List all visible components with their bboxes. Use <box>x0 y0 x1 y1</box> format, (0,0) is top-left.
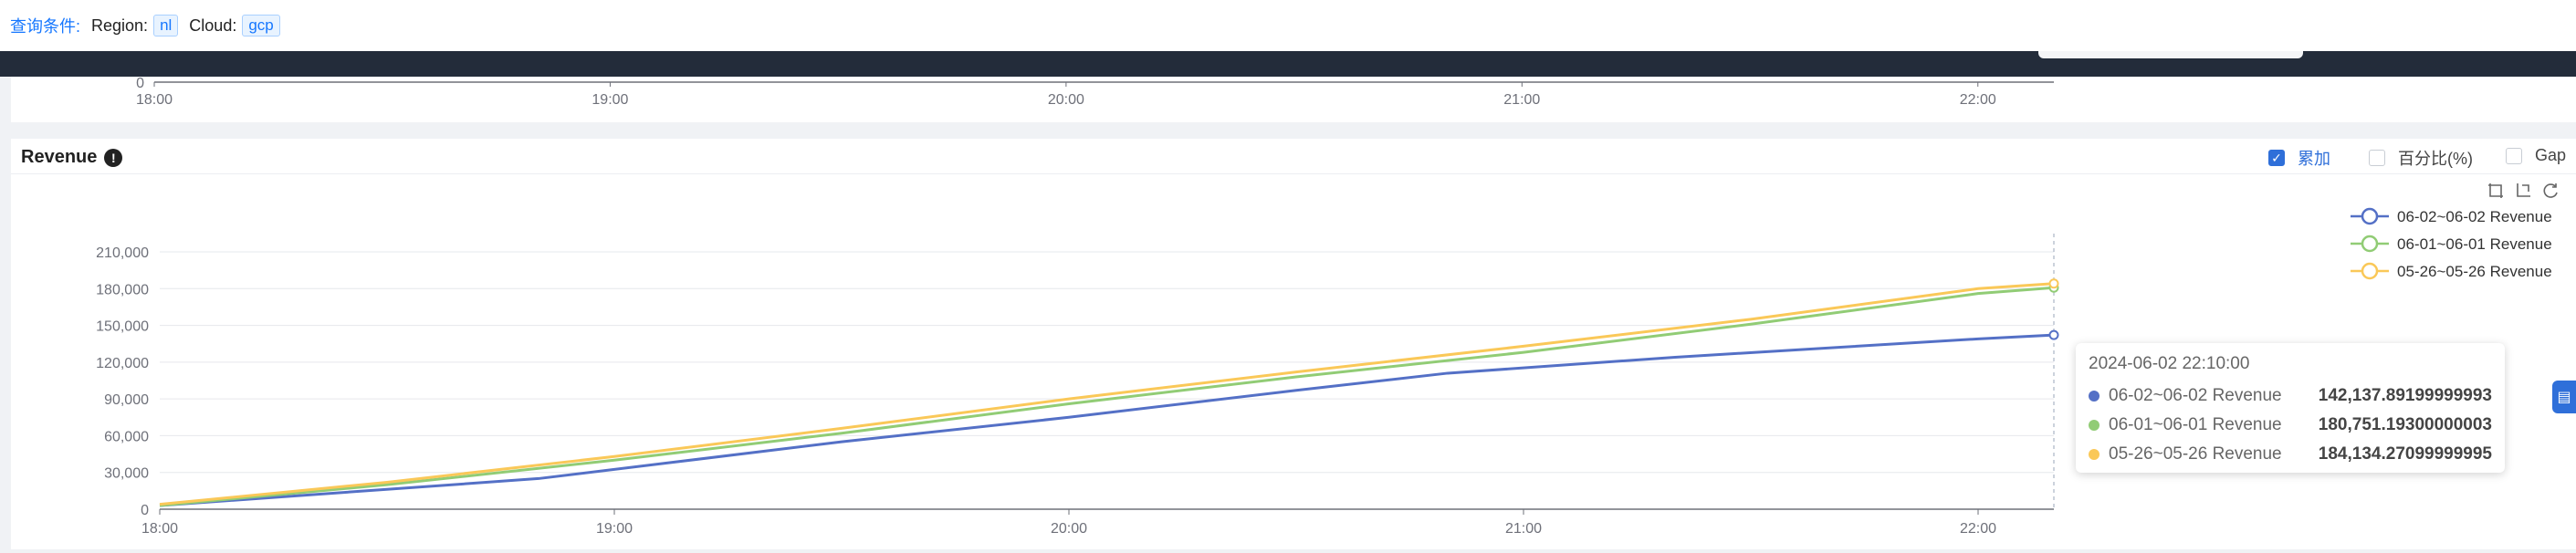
y-tick-label: 120,000 <box>96 356 149 371</box>
option-gap[interactable]: Gap <box>2506 146 2566 165</box>
tooltip-series-name: 05-26~05-26 Revenue <box>2109 444 2282 464</box>
panel-divider <box>11 173 2576 174</box>
tooltip-row: 06-01~06-01 Revenue 180,751.19300000003 <box>2089 411 2492 440</box>
option-gap-label: Gap <box>2535 146 2567 164</box>
option-percent[interactable]: 百分比(%) <box>2369 146 2473 170</box>
checkbox-percent[interactable] <box>2369 150 2385 166</box>
legend-label: 05-26~05-26 Revenue <box>2397 263 2552 280</box>
zoom-reset-icon[interactable] <box>2513 181 2533 206</box>
y-tick-label: 0 <box>141 503 149 518</box>
region-filter-tag[interactable]: nl <box>153 15 179 37</box>
restore-icon[interactable] <box>2540 181 2560 206</box>
y-tick-label: 210,000 <box>96 245 149 261</box>
tooltip-series-name: 06-01~06-01 Revenue <box>2109 415 2282 434</box>
upper-chart-svg: 0 18:00 19:00 20:00 21:00 22:00 <box>136 77 2054 108</box>
x-tick-label: 19:00 <box>596 521 633 537</box>
upper-chart-panel: 0 18:00 19:00 20:00 21:00 22:00 <box>11 77 2576 122</box>
tooltip-row: 06-02~06-02 Revenue 142,137.89199999993 <box>2089 381 2492 411</box>
tooltip-row: 05-26~05-26 Revenue 184,134.27099999995 <box>2089 440 2492 469</box>
panel-title-text: Revenue <box>21 147 98 167</box>
legend-label: 06-02~06-02 Revenue <box>2397 208 2552 225</box>
checkbox-cumulative[interactable]: ✓ <box>2268 150 2285 166</box>
option-cumulative[interactable]: ✓ 累加 <box>2268 146 2330 170</box>
legend-label: 06-01~06-01 Revenue <box>2397 235 2552 253</box>
option-percent-label: 百分比(%) <box>2398 150 2473 168</box>
legend-marker <box>2361 262 2379 280</box>
y-tick-label: 30,000 <box>104 466 149 482</box>
table-icon[interactable]: ▤ <box>2552 381 2576 413</box>
chart-tooltip: 2024-06-02 22:10:00 06-02~06-02 Revenue … <box>2076 343 2505 473</box>
query-bar: 查询条件: Region: nl Cloud: gcp <box>0 0 2576 51</box>
tooltip-dot <box>2089 391 2100 402</box>
x-tick-label: 18:00 <box>141 521 178 537</box>
series-line <box>159 286 2055 507</box>
legend-marker <box>2361 207 2379 225</box>
panel-title: Revenue ! <box>21 147 123 168</box>
y-tick-label: 180,000 <box>96 282 149 297</box>
checkbox-gap[interactable] <box>2506 147 2522 164</box>
upper-x-tick-label: 20:00 <box>1048 92 1084 108</box>
series-end-point <box>2048 329 2059 340</box>
tooltip-title: 2024-06-02 22:10:00 <box>2089 354 2250 373</box>
x-tick-label: 21:00 <box>1505 521 1542 537</box>
upper-x-tick-label: 22:00 <box>1960 92 1996 108</box>
query-label: 查询条件: <box>10 17 81 36</box>
cloud-filter-tag[interactable]: gcp <box>242 15 280 37</box>
x-tick-label: 22:00 <box>1960 521 1996 537</box>
dropdown-tab <box>2038 51 2303 58</box>
zoom-icon[interactable] <box>2486 181 2506 206</box>
y-tick-label: 60,000 <box>104 429 149 444</box>
tooltip-value: 142,137.89199999993 <box>2318 386 2492 405</box>
series-line <box>159 333 2055 507</box>
upper-x-tick-label: 21:00 <box>1503 92 1540 108</box>
upper-x-tick-label: 18:00 <box>136 92 173 108</box>
region-filter-label: Region: <box>91 16 149 35</box>
tooltip-series-name: 06-02~06-02 Revenue <box>2109 386 2282 405</box>
tooltip-dot <box>2089 420 2100 431</box>
cloud-filter-label: Cloud: <box>189 16 237 35</box>
x-tick-label: 20:00 <box>1051 521 1087 537</box>
info-icon[interactable]: ! <box>104 148 123 167</box>
series-end-point <box>2048 278 2059 289</box>
option-cumulative-label: 累加 <box>2298 150 2330 168</box>
legend-marker <box>2361 235 2379 253</box>
series-line <box>159 282 2055 506</box>
tooltip-value: 184,134.27099999995 <box>2318 444 2492 464</box>
y-tick-label: 90,000 <box>104 392 149 408</box>
tooltip-value: 180,751.19300000003 <box>2318 415 2492 434</box>
revenue-chart: 0 30,000 60,000 90,000 120,000 150,000 180,000… <box>96 207 2552 537</box>
tooltip-dot <box>2089 449 2100 460</box>
upper-y-tick: 0 <box>136 77 144 91</box>
y-tick-label: 150,000 <box>96 319 149 335</box>
upper-x-tick-label: 19:00 <box>592 92 628 108</box>
